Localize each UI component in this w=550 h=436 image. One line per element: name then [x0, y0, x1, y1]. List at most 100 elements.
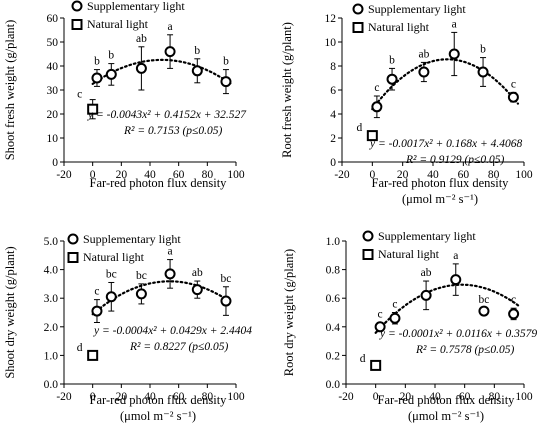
x-tick-label: 20	[116, 169, 128, 181]
y-tick-label: 10	[47, 133, 59, 145]
x-axis-label: Far-red photon flux density	[90, 176, 228, 190]
data-point-square	[87, 103, 99, 115]
x-axis-label: Far-red photon flux density	[90, 393, 228, 407]
legend-marker-square	[71, 19, 83, 30]
significance-letter: b	[94, 56, 100, 68]
legend-label: Supplementary light	[368, 2, 466, 16]
x-tick-label: 20	[397, 169, 409, 181]
significance-letter: c	[392, 299, 397, 311]
x-axis-label: Far-red photon flux density	[378, 393, 516, 407]
y-tick-label: 50	[47, 37, 59, 49]
data-point-circle	[389, 312, 401, 324]
legend-label: Supplementary light	[378, 229, 476, 243]
data-point-circle	[374, 321, 386, 333]
x-tick-label: 100	[515, 391, 533, 403]
significance-letter: c	[374, 82, 379, 94]
data-point-circle	[450, 274, 462, 286]
trend-r2: R² = 0.9129 (p≤0.05)	[405, 154, 504, 166]
x-tick-label: 80	[202, 169, 214, 181]
trendline	[374, 283, 520, 334]
y-tick-label: 0.6	[326, 293, 341, 305]
legend-label: Natural light	[83, 250, 145, 264]
data-point-circle	[135, 62, 147, 74]
x-tick-label: 0	[90, 169, 96, 181]
y-tick-label: 40	[47, 61, 59, 73]
significance-letter: ab	[421, 267, 432, 279]
significance-letter: b	[194, 45, 200, 57]
legend-marker-square	[362, 249, 374, 260]
legend-marker-circle	[71, 0, 83, 12]
x-tick-label: 0	[373, 391, 379, 403]
data-point-circle	[191, 65, 203, 77]
significance-letter: b	[108, 50, 114, 62]
y-tick-label: 0	[330, 157, 336, 169]
y-tick-label: 20	[47, 109, 59, 121]
y-axis-label: Root fresh weight (g/plant)	[280, 22, 294, 158]
data-point-circle	[91, 72, 103, 84]
y-tick-label: 4	[330, 109, 336, 121]
y-tick-label: 0.0	[44, 379, 59, 391]
legend-marker-circle	[362, 230, 374, 242]
x-axis-label: (μmol m⁻² s⁻¹)	[402, 192, 478, 206]
data-point-circle	[164, 46, 176, 58]
significance-letter: d	[77, 342, 83, 354]
significance-letter: a	[168, 246, 173, 258]
x-tick-label: -20	[338, 391, 354, 403]
data-point-circle	[220, 295, 232, 307]
significance-letter: bc	[136, 270, 147, 282]
significance-letter: c	[511, 294, 516, 306]
y-tick-label: 1.0	[44, 350, 59, 362]
x-tick-label: -20	[56, 169, 72, 181]
x-tick-label: 0	[90, 391, 96, 403]
y-tick-label: 5.0	[44, 236, 59, 248]
x-tick-label: 60	[458, 169, 470, 181]
significance-letter: b	[389, 54, 395, 66]
x-axis-label: (μmol m⁻² s⁻¹)	[408, 409, 484, 423]
y-axis-label: Shoot dry weight (g/plant)	[3, 246, 17, 378]
x-tick-label: -20	[334, 169, 350, 181]
y-tick-label: 60	[47, 13, 59, 25]
y-tick-label: 0.4	[326, 322, 341, 334]
significance-letter: b	[223, 56, 229, 68]
data-point-circle	[418, 66, 430, 78]
x-axis-label: Far-red photon flux density	[372, 176, 510, 190]
significance-letter: b	[480, 44, 486, 56]
legend-marker-square	[352, 22, 364, 33]
x-tick-label: 40	[144, 391, 156, 403]
chart-panel-4: 0.0 0.2 0.4 0.6 0.8 1.0 -20 0 20 40 60 80 100Far-red…	[282, 229, 537, 423]
x-tick-label: 60	[173, 391, 185, 403]
significance-letter: bc	[479, 294, 490, 306]
x-tick-label: 0	[369, 169, 375, 181]
y-tick-label: 0.0	[326, 379, 341, 391]
x-tick-label: 20	[116, 391, 128, 403]
x-tick-label: 60	[173, 169, 185, 181]
significance-letter: c	[94, 286, 99, 298]
y-axis-label: Root dry weight (g/plant)	[282, 249, 296, 376]
data-point-square	[87, 349, 99, 361]
data-point-circle	[477, 66, 489, 78]
legend-label: Supplementary light	[83, 232, 181, 246]
y-tick-label: 4.0	[44, 265, 59, 277]
y-tick-label: 30	[47, 85, 59, 97]
y-axis-label: Shoot fresh weight (g/plant)	[3, 20, 17, 161]
x-tick-label: 60	[459, 391, 471, 403]
data-point-circle	[386, 73, 398, 85]
y-tick-label: 6	[330, 85, 336, 97]
data-point-circle	[220, 76, 232, 88]
significance-letter: ab	[192, 267, 203, 279]
significance-letter: ab	[136, 33, 147, 45]
legend-label: Supplementary light	[87, 0, 185, 13]
data-point-square	[370, 359, 382, 371]
y-tick-label: 2	[330, 133, 336, 145]
y-tick-label: 12	[325, 13, 337, 25]
x-tick-label: 80	[202, 391, 214, 403]
trend-equation: y = -0.0017x² + 0.168x + 4.4068	[369, 138, 522, 150]
y-tick-label: 1.0	[326, 236, 341, 248]
data-point-square	[366, 130, 378, 142]
significance-letter: ab	[418, 48, 429, 60]
x-tick-label: 100	[227, 391, 245, 403]
x-tick-label: 40	[144, 169, 156, 181]
y-tick-label: 3.0	[44, 293, 59, 305]
